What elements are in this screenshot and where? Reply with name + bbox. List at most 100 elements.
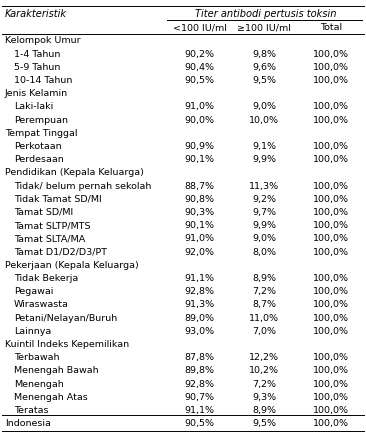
Text: 1-4 Tahun: 1-4 Tahun [14,50,60,58]
Text: 90,5%: 90,5% [184,419,214,428]
Text: 92,8%: 92,8% [184,380,214,388]
Text: 100,0%: 100,0% [313,406,349,415]
Text: Kelompok Umur: Kelompok Umur [5,36,81,45]
Text: 9,7%: 9,7% [252,208,276,217]
Text: 100,0%: 100,0% [313,274,349,283]
Text: Tidak Bekerja: Tidak Bekerja [14,274,78,283]
Text: Petani/Nelayan/Buruh: Petani/Nelayan/Buruh [14,313,117,323]
Text: 100,0%: 100,0% [313,195,349,204]
Text: 91,1%: 91,1% [184,274,214,283]
Text: 9,5%: 9,5% [252,76,276,85]
Text: 9,1%: 9,1% [252,142,276,151]
Text: 5-9 Tahun: 5-9 Tahun [14,63,60,72]
Text: 89,0%: 89,0% [184,313,214,323]
Text: 100,0%: 100,0% [313,63,349,72]
Text: 100,0%: 100,0% [313,116,349,125]
Text: Tidak Tamat SD/MI: Tidak Tamat SD/MI [14,195,102,204]
Text: 8,7%: 8,7% [252,300,276,310]
Text: 100,0%: 100,0% [313,50,349,58]
Text: Wiraswasta: Wiraswasta [14,300,69,310]
Text: 100,0%: 100,0% [313,221,349,230]
Text: <100 IU/ml: <100 IU/ml [172,23,227,32]
Text: 100,0%: 100,0% [313,248,349,256]
Text: 92,8%: 92,8% [184,287,214,296]
Text: Perdesaan: Perdesaan [14,155,64,164]
Text: 90,5%: 90,5% [184,76,214,85]
Text: 89,8%: 89,8% [184,366,214,375]
Text: 100,0%: 100,0% [313,76,349,85]
Text: 90,1%: 90,1% [184,155,214,164]
Text: 91,3%: 91,3% [184,300,214,310]
Text: 7,2%: 7,2% [252,380,276,388]
Text: 100,0%: 100,0% [313,313,349,323]
Text: 90,2%: 90,2% [184,50,214,58]
Text: Titer antibodi pertusis toksin: Titer antibodi pertusis toksin [195,9,336,19]
Text: 100,0%: 100,0% [313,235,349,243]
Text: 91,1%: 91,1% [184,406,214,415]
Text: 90,8%: 90,8% [184,195,214,204]
Text: 100,0%: 100,0% [313,208,349,217]
Text: Menengah Atas: Menengah Atas [14,393,87,402]
Text: 91,0%: 91,0% [184,102,214,111]
Text: 93,0%: 93,0% [184,327,214,336]
Text: Lainnya: Lainnya [14,327,51,336]
Text: 100,0%: 100,0% [313,393,349,402]
Text: Total: Total [320,23,342,32]
Text: 92,0%: 92,0% [184,248,214,256]
Text: Menengah Bawah: Menengah Bawah [14,366,98,375]
Text: 100,0%: 100,0% [313,142,349,151]
Text: Kuintil Indeks Kepemilikan: Kuintil Indeks Kepemilikan [5,340,129,349]
Text: Tidak/ belum pernah sekolah: Tidak/ belum pernah sekolah [14,181,151,191]
Text: 100,0%: 100,0% [313,287,349,296]
Text: 11,0%: 11,0% [249,313,279,323]
Text: Tamat SLTA/MA: Tamat SLTA/MA [14,235,85,243]
Text: Pegawai: Pegawai [14,287,53,296]
Text: Jenis Kelamin: Jenis Kelamin [5,89,68,98]
Text: 100,0%: 100,0% [313,155,349,164]
Text: 9,3%: 9,3% [252,393,276,402]
Text: 9,6%: 9,6% [252,63,276,72]
Text: 90,9%: 90,9% [184,142,214,151]
Text: 10-14 Tahun: 10-14 Tahun [14,76,72,85]
Text: Perkotaan: Perkotaan [14,142,61,151]
Text: 100,0%: 100,0% [313,181,349,191]
Text: 10,2%: 10,2% [249,366,279,375]
Text: 100,0%: 100,0% [313,102,349,111]
Text: Pendidikan (Kepala Keluarga): Pendidikan (Kepala Keluarga) [5,168,144,177]
Text: Perempuan: Perempuan [14,116,68,125]
Text: 100,0%: 100,0% [313,327,349,336]
Text: 100,0%: 100,0% [313,300,349,310]
Text: 8,0%: 8,0% [252,248,276,256]
Text: 10,0%: 10,0% [249,116,279,125]
Text: 87,8%: 87,8% [184,353,214,362]
Text: 100,0%: 100,0% [313,366,349,375]
Text: Karakteristik: Karakteristik [5,9,67,19]
Text: 90,4%: 90,4% [184,63,214,72]
Text: 8,9%: 8,9% [252,406,276,415]
Text: Menengah: Menengah [14,380,64,388]
Text: 12,2%: 12,2% [249,353,279,362]
Text: 8,9%: 8,9% [252,274,276,283]
Text: 90,0%: 90,0% [184,116,214,125]
Text: 100,0%: 100,0% [313,380,349,388]
Text: Tamat D1/D2/D3/PT: Tamat D1/D2/D3/PT [14,248,107,256]
Text: 88,7%: 88,7% [184,181,214,191]
Text: 7,0%: 7,0% [252,327,276,336]
Text: Tempat Tinggal: Tempat Tinggal [5,129,77,138]
Text: Tamat SD/MI: Tamat SD/MI [14,208,73,217]
Text: Indonesia: Indonesia [5,419,51,428]
Text: 9,0%: 9,0% [252,235,276,243]
Text: 11,3%: 11,3% [249,181,279,191]
Text: Laki-laki: Laki-laki [14,102,53,111]
Text: 9,0%: 9,0% [252,102,276,111]
Text: 100,0%: 100,0% [313,353,349,362]
Text: Terbawah: Terbawah [14,353,59,362]
Text: 9,9%: 9,9% [252,155,276,164]
Text: 9,2%: 9,2% [252,195,276,204]
Text: 9,5%: 9,5% [252,419,276,428]
Text: Teratas: Teratas [14,406,48,415]
Text: Tamat SLTP/MTS: Tamat SLTP/MTS [14,221,90,230]
Text: 90,1%: 90,1% [184,221,214,230]
Text: 90,3%: 90,3% [184,208,214,217]
Text: 91,0%: 91,0% [184,235,214,243]
